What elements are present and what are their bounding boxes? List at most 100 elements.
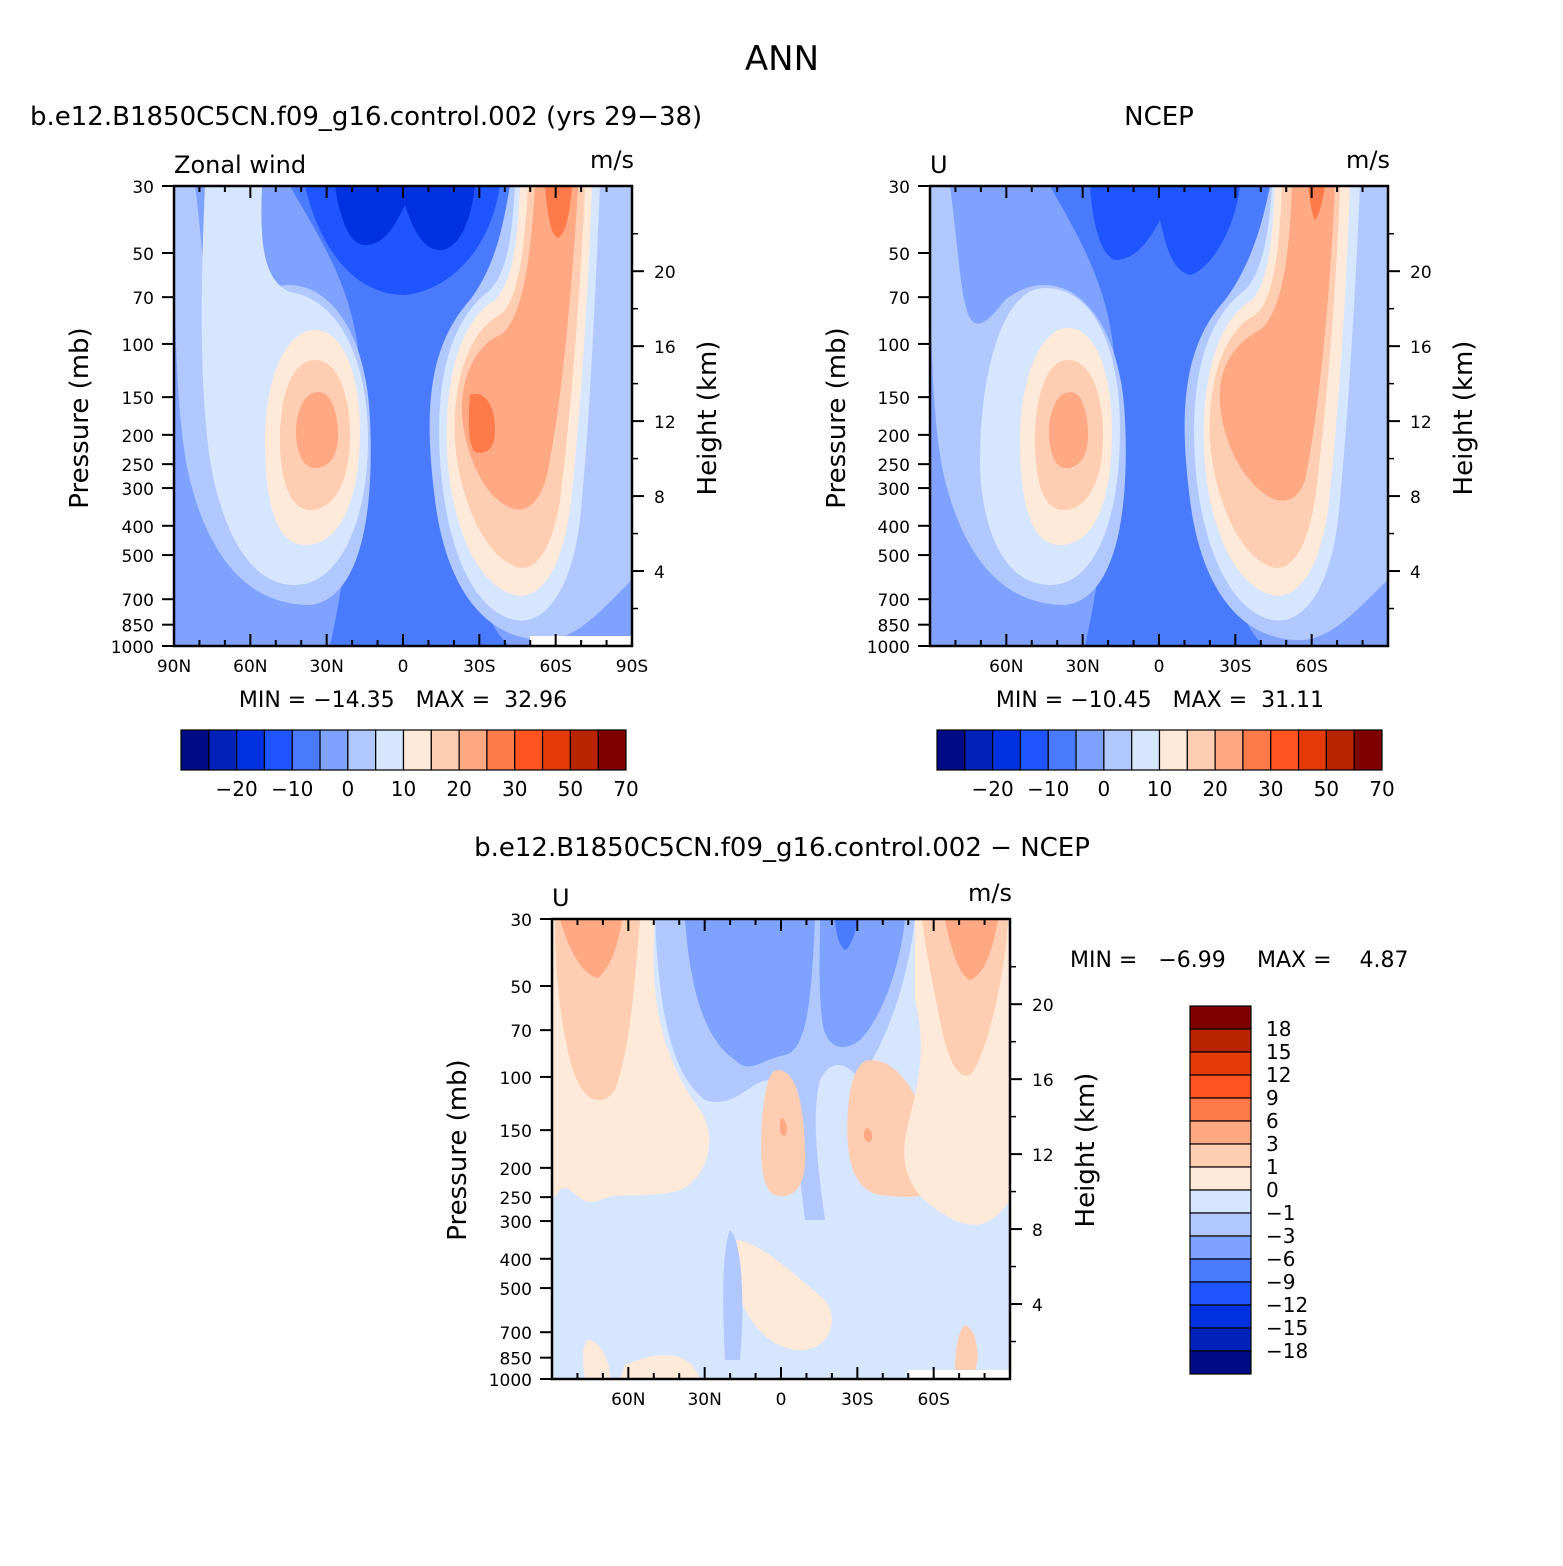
obs-height-tick-label: 20 [1410, 263, 1432, 283]
model-y-tick-label: 850 [122, 617, 154, 637]
model-strat-easterly-core [335, 186, 475, 250]
model-height-tick-label: 8 [654, 488, 665, 508]
obs-y-tick-label: 500 [878, 547, 910, 567]
diff-eq-positive-a-core [779, 1118, 787, 1136]
diff-low-positive [735, 1240, 832, 1350]
colorbar-diff-label: 15 [1266, 1040, 1291, 1064]
diff-ylabel: Pressure (mb) [443, 1059, 473, 1240]
diff-sfc-positive-c [955, 1325, 978, 1370]
obs-y-tick-label: 150 [878, 389, 910, 409]
diff-y-tick-label: 30 [510, 911, 532, 931]
colorbar-diff-swatch [1189, 1327, 1252, 1352]
model-ylabel: Pressure (mb) [65, 327, 95, 508]
diff-height-tick-label: 8 [1032, 1221, 1043, 1241]
model-y-tick-label: 700 [122, 591, 154, 611]
obs-left-label: U [930, 151, 948, 179]
colorbar-model-label: 70 [613, 777, 638, 801]
diff-stats-max: MAX = 4.87 [1257, 948, 1409, 973]
colorbar-obs-label: −10 [1027, 777, 1069, 801]
colorbar-obs-swatch [992, 729, 1022, 771]
model-y-tick-label: 100 [122, 336, 154, 356]
colorbar-obs-label: 70 [1369, 777, 1394, 801]
colorbar-diff-swatch [1189, 1212, 1252, 1237]
obs-panel-title: NCEP [1124, 102, 1194, 132]
diff-y-tick-label: 300 [500, 1213, 532, 1233]
diff-ylabel-right: Height (km) [1071, 1073, 1101, 1228]
colorbar-diff-label: 9 [1266, 1086, 1279, 1110]
obs-y-tick-label: 70 [888, 289, 910, 309]
colorbar-obs-label: 20 [1202, 777, 1227, 801]
model-units-label: m/s [590, 146, 634, 174]
colorbar-diff-swatch [1189, 1189, 1252, 1214]
model-y-tick-label: 1000 [111, 638, 154, 658]
obs-nh-jet-core [1049, 392, 1088, 468]
model-panel-title: b.e12.B1850C5CN.f09_g16.control.002 (yrs… [30, 102, 702, 132]
colorbar-model-label: 10 [391, 777, 416, 801]
obs-x-tick-label: 30N [1065, 657, 1099, 677]
colorbar-diff-swatch [1189, 1143, 1252, 1168]
model-y-tick-label: 50 [132, 245, 154, 265]
model-x-tick-label: 30S [463, 657, 495, 677]
colorbar-model-swatch [208, 729, 238, 771]
diff-trop-negative-6 [835, 919, 858, 950]
model-x-tick-label: 90S [616, 657, 648, 677]
colorbar-model-swatch [291, 729, 321, 771]
colorbar-obs-swatch [1325, 729, 1355, 771]
obs-x-tick-label: 0 [1154, 657, 1165, 677]
model-contour-field [174, 186, 632, 646]
model-x-ticks: 90N 60N 30N 0 30S 60S 90S [157, 186, 648, 677]
diff-x-ticks: 60N 30N 0 30S 60S [576, 919, 986, 1410]
colorbar-model-swatch [263, 729, 293, 771]
figure-title: ANN [745, 39, 819, 79]
obs-x-tick-label: 60S [1295, 657, 1327, 677]
obs-y-tick-label: 50 [888, 245, 910, 265]
colorbar-obs-swatch [1242, 729, 1272, 771]
obs-x-tick-label: 60N [989, 657, 1023, 677]
diff-sh-upper-3 [945, 919, 998, 980]
colorbar-model-swatch [458, 729, 488, 771]
diff-low-negative [723, 1230, 743, 1360]
colorbar-diff-label: −1 [1266, 1201, 1295, 1225]
diff-y-tick-label: 400 [500, 1251, 532, 1271]
colorbar-obs-swatch [1214, 729, 1244, 771]
obs-stats: MIN = −10.45 MAX = 31.11 [996, 688, 1324, 713]
colorbar-obs-swatch [1353, 729, 1383, 771]
model-y-tick-label: 400 [122, 518, 154, 538]
colorbar-diff-swatch [1189, 1166, 1252, 1191]
diff-y-tick-label: 200 [500, 1160, 532, 1180]
diff-x-tick-label: 30N [687, 1390, 721, 1410]
colorbar-model-label: 20 [446, 777, 471, 801]
diff-y-tick-label: 250 [500, 1189, 532, 1209]
colorbar-model-swatch [430, 729, 460, 771]
model-y-tick-label: 300 [122, 480, 154, 500]
diff-height-tick-label: 16 [1032, 1071, 1054, 1091]
obs-height-tick-label: 4 [1410, 563, 1421, 583]
diff-sh-positive-core [863, 1128, 873, 1143]
colorbar-diff-swatch [1189, 1005, 1252, 1030]
obs-y-tick-label: 700 [878, 591, 910, 611]
colorbar-obs-swatch [1270, 729, 1300, 771]
obs-contour-field [930, 186, 1388, 646]
colorbar-model-swatch [597, 729, 627, 771]
colorbar-obs-label: 50 [1314, 777, 1339, 801]
diff-contour-field [552, 919, 1010, 1379]
colorbar-obs-label: 0 [1098, 777, 1111, 801]
model-x-tick-label: 90N [157, 657, 191, 677]
colorbar-diff-label: 12 [1266, 1063, 1291, 1087]
colorbar-diff-label: −9 [1266, 1270, 1295, 1294]
colorbar-model-swatch [319, 729, 349, 771]
obs-height-ticks: 20 16 12 8 4 [1388, 232, 1432, 610]
diff-trop-negative-3b [819, 919, 905, 1048]
model-height-tick-label: 4 [654, 563, 665, 583]
colorbar-diff-label: 0 [1266, 1178, 1279, 1202]
diff-y-tick-label: 150 [500, 1122, 532, 1142]
diff-x-tick-label: 60S [917, 1390, 949, 1410]
model-y-tick-label: 200 [122, 427, 154, 447]
obs-y-tick-label: 400 [878, 518, 910, 538]
diff-units-label: m/s [968, 879, 1012, 907]
diff-trop-negative-3 [685, 919, 815, 1067]
colorbar-model-swatch [375, 729, 405, 771]
model-sh-jet-core [468, 394, 495, 453]
colorbar-diff-label: −18 [1266, 1339, 1308, 1363]
